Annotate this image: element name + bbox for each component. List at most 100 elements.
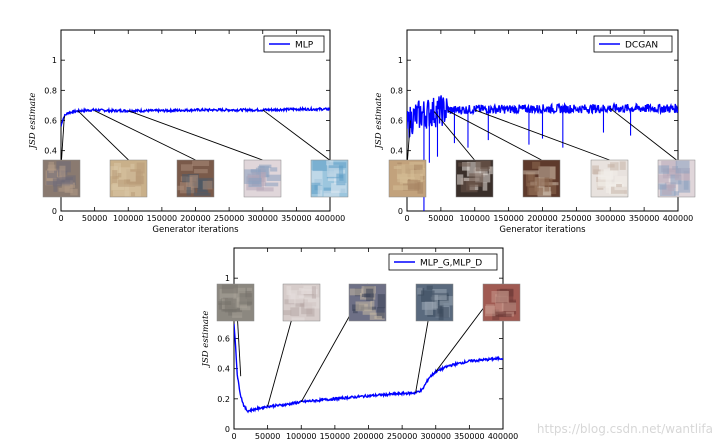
- y-tick-label: 1: [52, 56, 57, 65]
- sample-texture: [537, 191, 552, 197]
- sample-texture: [424, 301, 434, 316]
- x-axis-label: Generator iterations: [152, 225, 239, 235]
- mlpd-sample-5: [482, 283, 521, 322]
- sample-texture: [266, 174, 281, 181]
- y-tick-label: 0.6: [390, 117, 403, 126]
- chart-3: 0 50000 100000 150000 200000 250000 300000 3500…: [201, 247, 521, 441]
- sample-texture: [501, 302, 517, 311]
- mlp-sample-4: [243, 159, 282, 198]
- sample-texture: [182, 174, 190, 183]
- sample-texture: [536, 178, 553, 187]
- sample-border: [282, 283, 321, 322]
- sample-border: [176, 159, 215, 198]
- sample-texture: [326, 160, 334, 166]
- sample-texture: [377, 294, 386, 309]
- sample-texture: [610, 186, 627, 194]
- sample-texture: [197, 180, 206, 192]
- sample-texture: [523, 170, 539, 175]
- sample-texture: [239, 306, 251, 311]
- legend-label: MLP: [295, 41, 314, 51]
- sample-texture: [136, 162, 145, 174]
- sample-border: [415, 283, 454, 322]
- sample-texture: [432, 288, 447, 294]
- y-axis-label: JSD estimate: [201, 311, 211, 369]
- sample-pointer: [407, 120, 411, 161]
- y-tick-label: 0: [398, 207, 403, 216]
- x-tick-label: 300000: [247, 214, 278, 223]
- sample-pointer: [128, 110, 263, 161]
- sample-texture: [218, 301, 232, 305]
- sample-texture: [658, 183, 667, 190]
- sample-texture: [362, 309, 376, 315]
- mlp-sample-2: [109, 159, 148, 198]
- sample-texture: [119, 167, 131, 180]
- sample-texture: [180, 164, 193, 171]
- mlpd-sample-3: [348, 283, 387, 322]
- sample-texture: [224, 298, 237, 313]
- sample-texture: [336, 173, 346, 186]
- sample-texture: [61, 182, 75, 188]
- x-tick-label: 400000: [663, 214, 694, 223]
- x-tick-label: 0: [58, 214, 63, 223]
- sample-texture: [616, 184, 622, 188]
- sample-border: [388, 159, 427, 198]
- sample-texture: [683, 180, 689, 190]
- mlpd-sample-1: [216, 283, 255, 322]
- sample-texture: [58, 187, 70, 192]
- sample-texture: [598, 171, 612, 187]
- sample-texture: [393, 165, 402, 169]
- x-tick-label: 250000: [214, 214, 245, 223]
- sample-texture: [661, 160, 678, 173]
- chart-2: 0 50000 100000 150000 200000 250000 300000 3500…: [374, 29, 696, 235]
- sample-texture: [458, 162, 471, 167]
- y-tick-label: 0.8: [390, 86, 403, 95]
- sample-texture: [59, 165, 66, 180]
- sample-texture: [258, 164, 272, 168]
- sample-texture: [221, 284, 238, 294]
- x-tick-label: 300000: [420, 432, 451, 441]
- sample-border: [590, 159, 629, 198]
- x-tick-label: 0: [231, 432, 236, 441]
- sample-texture: [135, 175, 145, 185]
- legend-label: DCGAN: [625, 41, 658, 51]
- sample-texture: [402, 183, 419, 191]
- legend-box: [388, 253, 498, 271]
- sample-border: [348, 283, 387, 322]
- sample-texture: [303, 285, 317, 295]
- sample-texture: [420, 290, 435, 302]
- x-tick-label: 200000: [353, 432, 384, 441]
- sample-texture: [525, 172, 536, 187]
- sample-border: [310, 159, 349, 198]
- sample-texture: [115, 172, 122, 178]
- sample-texture: [547, 181, 557, 195]
- sample-pointer: [447, 110, 542, 161]
- sample-border: [522, 159, 561, 198]
- y-tick-label: 0.8: [44, 86, 57, 95]
- sample-texture: [331, 183, 347, 193]
- sample-texture: [186, 186, 191, 196]
- sample-texture: [219, 288, 237, 300]
- x-tick-label: 250000: [561, 214, 592, 223]
- sample-texture: [605, 184, 614, 194]
- sample-texture: [457, 174, 464, 185]
- sample-texture: [257, 166, 270, 178]
- sample-texture: [290, 307, 300, 317]
- sample-texture: [124, 184, 141, 197]
- sample-border: [109, 159, 148, 198]
- mlp-sample-5: [310, 159, 349, 198]
- sample-texture: [431, 294, 439, 309]
- sample-texture: [619, 161, 626, 170]
- sample-border: [482, 283, 521, 322]
- x-tick-label: 100000: [286, 432, 317, 441]
- sample-texture: [117, 179, 136, 187]
- sample-texture: [439, 296, 453, 306]
- x-tick-label: 150000: [320, 432, 351, 441]
- sample-border: [455, 159, 494, 198]
- sample-texture: [374, 315, 382, 320]
- sample-pointer: [94, 110, 196, 161]
- plot-area: [233, 247, 504, 430]
- sample-texture: [311, 170, 323, 186]
- sample-texture: [233, 287, 246, 299]
- sample-texture: [497, 313, 512, 318]
- sample-texture: [264, 182, 279, 187]
